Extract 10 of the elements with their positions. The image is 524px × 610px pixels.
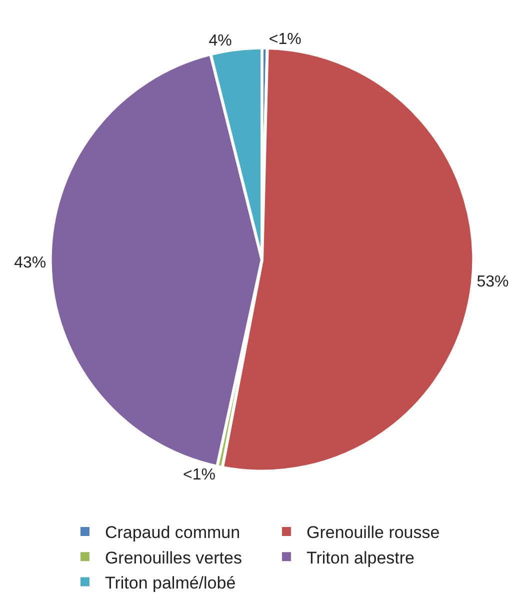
legend-label: Crapaud commun	[104, 523, 240, 542]
legend-label: Grenouille rousse	[306, 523, 440, 542]
legend-label: Triton alpestre	[306, 548, 415, 568]
data-label: 4%	[208, 32, 232, 50]
data-label: 53%	[476, 274, 509, 291]
data-label: <1%	[183, 466, 216, 484]
legend-label: Grenouilles vertes	[104, 548, 242, 568]
data-label: 43%	[14, 254, 46, 272]
data-label: <1%	[268, 30, 302, 48]
legend-label: Triton palmé/lobé	[104, 573, 236, 592]
